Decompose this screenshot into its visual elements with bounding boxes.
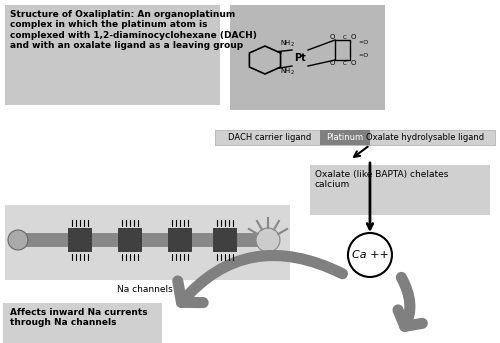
Bar — [213, 228, 237, 252]
FancyBboxPatch shape — [230, 5, 385, 110]
Text: DACH carrier ligand: DACH carrier ligand — [228, 133, 312, 142]
Text: O: O — [330, 60, 334, 66]
Text: Affects inward Na currents
through Na channels: Affects inward Na currents through Na ch… — [10, 308, 147, 327]
Bar — [168, 228, 192, 252]
Text: =O: =O — [358, 52, 368, 58]
Bar — [320, 130, 370, 145]
Circle shape — [348, 233, 392, 277]
Text: O: O — [330, 34, 334, 40]
FancyBboxPatch shape — [310, 165, 490, 215]
FancyBboxPatch shape — [5, 205, 290, 280]
FancyArrowPatch shape — [398, 277, 422, 326]
Text: C: C — [343, 60, 347, 66]
Text: NH$_2$: NH$_2$ — [280, 67, 295, 77]
Text: Oxalate (like BAPTA) chelates
calcium: Oxalate (like BAPTA) chelates calcium — [315, 170, 448, 189]
Bar — [118, 228, 142, 252]
Text: Oxalate hydrolysable ligand: Oxalate hydrolysable ligand — [366, 133, 484, 142]
Text: =O: =O — [358, 39, 368, 45]
Text: Na channels: Na channels — [117, 285, 173, 294]
Text: O: O — [350, 34, 356, 40]
Text: Ca ++: Ca ++ — [352, 250, 389, 260]
Bar — [68, 228, 92, 252]
Circle shape — [8, 230, 28, 250]
Text: Pt: Pt — [294, 53, 306, 63]
Bar — [215, 130, 495, 145]
FancyBboxPatch shape — [5, 5, 220, 105]
Text: O: O — [350, 60, 356, 66]
FancyArrowPatch shape — [178, 256, 342, 303]
Circle shape — [256, 228, 280, 252]
Text: Platinum: Platinum — [326, 133, 364, 142]
Text: Structure of Oxaliplatin: An organoplatinum
complex in which the platinum atom i: Structure of Oxaliplatin: An organoplati… — [10, 10, 257, 50]
Text: C: C — [343, 35, 347, 39]
Text: NH$_2$: NH$_2$ — [280, 39, 295, 49]
FancyBboxPatch shape — [3, 303, 162, 343]
